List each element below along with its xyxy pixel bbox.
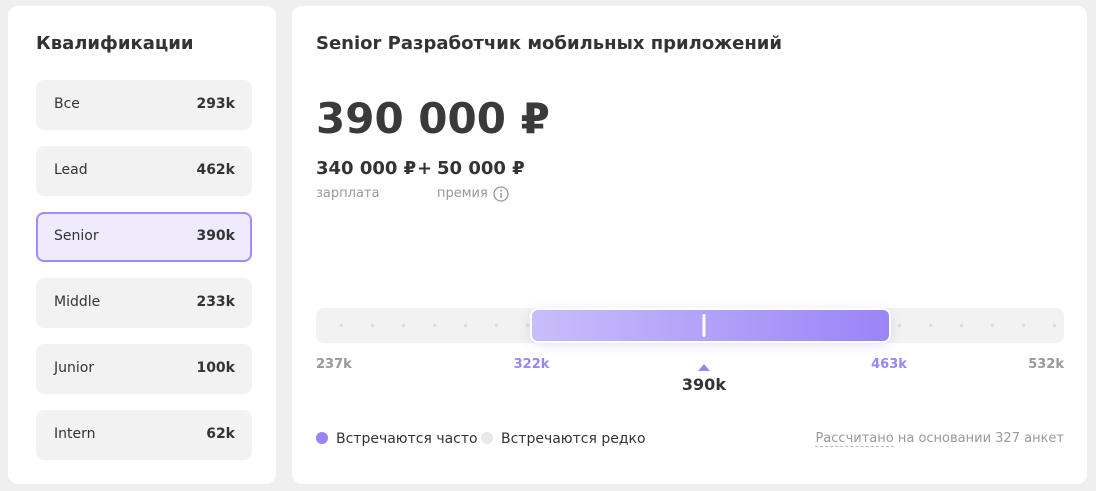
qualification-label: Все bbox=[54, 96, 80, 112]
median-marker bbox=[702, 314, 706, 337]
legend-label: Встречаются редко bbox=[501, 431, 646, 447]
range-tick-label: 322k bbox=[513, 357, 550, 372]
qualification-label: Senior bbox=[54, 228, 99, 244]
qualification-value: 390k bbox=[196, 228, 235, 244]
total-salary: 390 000 ₽ bbox=[316, 94, 550, 143]
median-label: 390k bbox=[681, 375, 726, 394]
legend-swatch bbox=[316, 432, 328, 444]
qualification-value: 233k bbox=[196, 294, 235, 310]
bonus-label: премия bbox=[437, 186, 488, 201]
legend-swatch bbox=[481, 432, 493, 444]
main-card: Senior Разработчик мобильных приложений … bbox=[292, 6, 1087, 484]
qualification-value: 62k bbox=[206, 426, 235, 442]
qualification-value: 293k bbox=[196, 96, 235, 112]
footnote: Рассчитано на основании 327 анкет bbox=[815, 431, 1064, 447]
median-arrow bbox=[697, 364, 710, 371]
main-title: Senior Разработчик мобильных приложений bbox=[316, 33, 782, 54]
legend-label: Встречаются часто bbox=[336, 431, 478, 447]
qualification-item[interactable]: Все 293k bbox=[36, 80, 252, 130]
range-tick-label: 532k bbox=[1028, 357, 1064, 372]
range-tick-label: 237k bbox=[316, 357, 352, 372]
qualification-item[interactable]: Middle 233k bbox=[36, 278, 252, 328]
range-band bbox=[531, 310, 890, 341]
sidebar-card: Квалификации Все 293k Lead 462k Senior 390k Mi… bbox=[8, 6, 276, 484]
qualification-label: Lead bbox=[54, 162, 88, 178]
qualification-value: 100k bbox=[196, 360, 235, 376]
footnote-link[interactable]: Рассчитано bbox=[815, 431, 894, 447]
qualification-item[interactable]: Senior 390k bbox=[36, 212, 252, 262]
plus-sign: + bbox=[417, 158, 433, 179]
footnote-text: на основании 327 анкет bbox=[897, 431, 1064, 446]
qualification-label: Intern bbox=[54, 426, 96, 442]
qualification-item[interactable]: Intern 62k bbox=[36, 410, 252, 460]
qualification-label: Junior bbox=[54, 360, 95, 376]
qualification-label: Middle bbox=[54, 294, 101, 310]
info-icon[interactable] bbox=[492, 185, 510, 203]
qualification-item[interactable]: Junior 100k bbox=[36, 344, 252, 394]
bonus-value: 50 000 ₽ bbox=[437, 158, 525, 179]
salary-label: зарплата bbox=[316, 186, 380, 201]
qualification-value: 462k bbox=[196, 162, 235, 178]
salary-value: 340 000 ₽ bbox=[316, 158, 417, 179]
sidebar-title: Квалификации bbox=[36, 33, 194, 54]
qualification-item[interactable]: Lead 462k bbox=[36, 146, 252, 196]
range-tick-label: 463k bbox=[871, 357, 907, 372]
